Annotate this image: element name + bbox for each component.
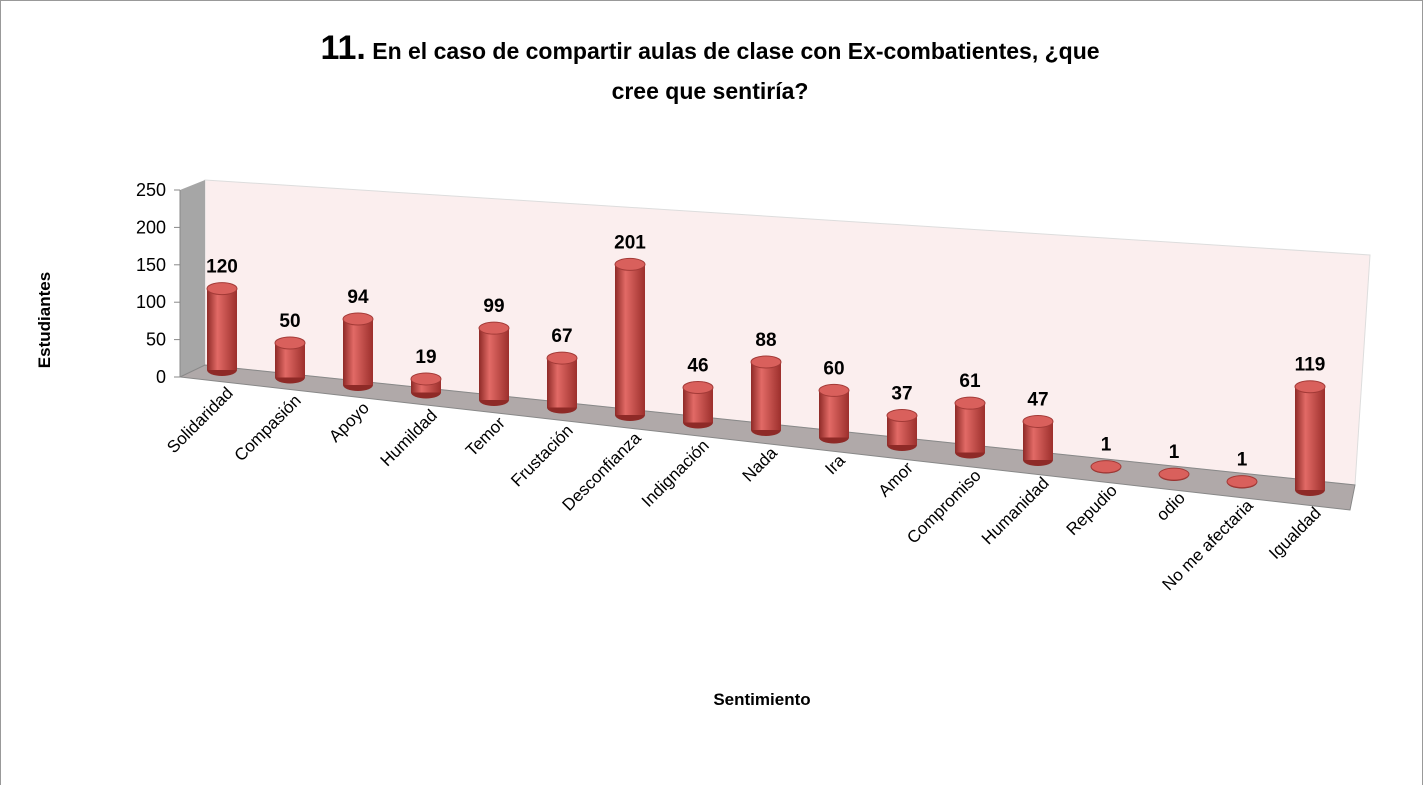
bar-top	[818, 383, 850, 397]
value-label: 46	[687, 355, 708, 376]
bar	[1226, 475, 1258, 489]
x-tick-label: odio	[1153, 488, 1189, 524]
value-label: 67	[551, 326, 572, 347]
x-tick-label: Ira	[821, 451, 849, 479]
bar-body	[479, 328, 509, 400]
x-tick-label: Apoyo	[325, 398, 373, 446]
bar-body	[819, 390, 849, 438]
x-tick-label: Solidaridad	[163, 383, 237, 457]
side-wall	[180, 180, 205, 377]
bar-top	[478, 321, 510, 335]
bar-body	[751, 361, 781, 430]
value-label: 60	[823, 358, 844, 379]
x-tick-label: Frustación	[507, 421, 577, 491]
bar-top	[886, 409, 918, 423]
title-number: 11.	[320, 29, 366, 67]
x-tick-label: Humildad	[377, 406, 441, 470]
bar	[818, 383, 850, 444]
bar-top	[206, 282, 238, 296]
y-tick-label: 150	[136, 255, 166, 275]
bar	[682, 380, 714, 429]
y-axis-title: Estudiantes	[35, 272, 54, 368]
x-tick-label: Compasión	[231, 391, 305, 465]
bar	[342, 312, 374, 391]
bar-body	[207, 288, 237, 370]
x-tick-label: Humanidad	[978, 473, 1053, 548]
value-label: 61	[959, 371, 981, 392]
value-label: 19	[415, 347, 436, 368]
x-tick-label: Nada	[739, 443, 782, 486]
bar	[1022, 414, 1054, 466]
bar	[410, 372, 442, 399]
bar-top	[342, 312, 374, 326]
bar-body	[343, 319, 373, 385]
value-label: 1	[1237, 450, 1248, 471]
bar	[886, 409, 918, 451]
bar-top	[954, 396, 986, 410]
x-tick-label: Amor	[875, 458, 917, 500]
bar	[750, 355, 782, 436]
value-label: 37	[891, 384, 912, 405]
bar-top	[1090, 460, 1122, 474]
value-label: 88	[755, 330, 776, 351]
bar-top	[274, 336, 306, 350]
bar	[1090, 460, 1122, 474]
bar-top	[750, 355, 782, 369]
value-label: 119	[1295, 355, 1326, 376]
bar-body	[955, 403, 985, 453]
floor	[178, 364, 1356, 511]
bar-top	[410, 372, 442, 386]
bar-body	[547, 358, 577, 408]
y-tick-label: 50	[146, 330, 166, 350]
title-text: En el caso de compartir aulas de clase c…	[372, 38, 1100, 104]
bar	[274, 336, 306, 384]
bar-body	[615, 264, 645, 415]
bar	[546, 351, 578, 414]
bar-top	[1294, 380, 1326, 394]
x-tick-label: Repudio	[1063, 481, 1121, 539]
value-label: 99	[483, 296, 504, 317]
x-tick-label: Igualdad	[1265, 503, 1325, 563]
bar	[206, 282, 238, 376]
value-label: 201	[614, 232, 646, 253]
bar-top	[1158, 467, 1190, 481]
bar-top	[1226, 475, 1258, 489]
value-label: 50	[279, 311, 300, 332]
bar	[1158, 467, 1190, 481]
chart-title: 11. En el caso de compartir aulas de cla…	[300, 28, 1120, 111]
value-label: 1	[1169, 442, 1180, 463]
x-axis-title: Sentimiento	[713, 690, 810, 709]
y-tick-label: 100	[136, 292, 166, 312]
bar	[614, 257, 646, 421]
x-tick-label: Temor	[462, 413, 509, 460]
bar-body	[1295, 386, 1325, 490]
value-label: 1	[1101, 435, 1112, 456]
y-tick-label: 200	[136, 217, 166, 237]
bar-top	[1022, 414, 1054, 428]
bar-top	[546, 351, 578, 365]
bar	[954, 396, 986, 459]
value-label: 120	[206, 257, 238, 278]
bar-top	[614, 257, 646, 271]
bar	[478, 321, 510, 406]
value-label: 94	[347, 287, 369, 308]
x-tick-label: Indignación	[638, 436, 713, 511]
y-tick-label: 250	[136, 180, 166, 200]
bar-top	[682, 380, 714, 394]
x-tick-label: Compromiso	[903, 466, 985, 548]
value-label: 47	[1027, 389, 1048, 410]
x-tick-label: Desconfianza	[559, 428, 646, 515]
y-tick-label: 0	[156, 367, 166, 387]
bar	[1294, 380, 1326, 496]
